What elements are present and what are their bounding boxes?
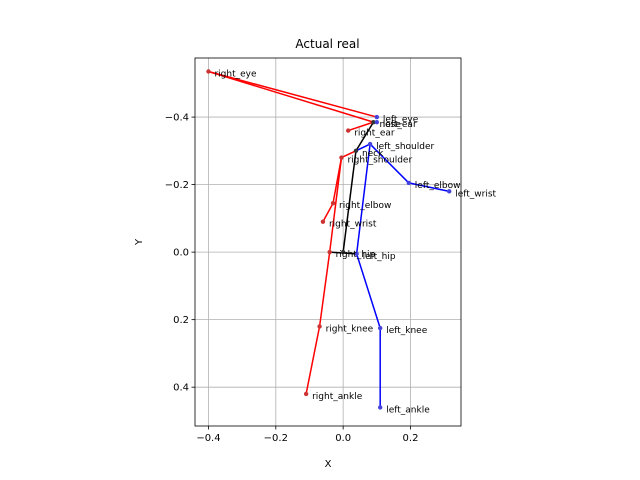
label-left_elbow: left_elbow (415, 181, 461, 191)
bone-right_eye-nose (208, 70, 374, 123)
label-left_wrist: left_wrist (455, 189, 496, 199)
y-tick-label: 0.4 (173, 383, 189, 394)
label-right_shoulder: right_shoulder (347, 156, 412, 166)
label-right_ankle: right_ankle (312, 392, 363, 402)
keypoint-mid_hip (340, 249, 346, 255)
label-left_shoulder: left_shoulder (376, 142, 434, 152)
grid (195, 58, 461, 426)
keypoint-left_eye (374, 114, 380, 120)
label-left_hip: left_hip (363, 252, 396, 262)
keypoint-left_hip (354, 251, 359, 257)
bone-right_eye-left_eye (208, 70, 378, 118)
bone-right_hip-right_knee (318, 252, 331, 327)
bone-neck-left_shoulder (355, 143, 371, 152)
label-left_ankle: left_ankle (386, 405, 430, 415)
bone-left_hip-left_knee (355, 253, 381, 329)
bone-nose-right_ear (347, 121, 374, 132)
label-left_eye: left_eye (383, 115, 419, 125)
keypoint-right_ear (346, 128, 351, 133)
keypoint-left_elbow (406, 180, 412, 186)
label-right_elbow: right_elbow (339, 201, 391, 211)
keypoint-nose (371, 119, 376, 125)
x-tick-label: −0.4 (196, 433, 220, 444)
label-nose: nose (379, 120, 401, 130)
bone-left_shoulder-left_elbow (369, 143, 410, 184)
bone-neck-right_shoulder (341, 150, 357, 159)
keypoint-left_wrist (447, 189, 452, 194)
keypoint-right_hip (327, 249, 332, 255)
bone-neck-nose (355, 121, 375, 152)
x-axis-label: X (325, 459, 332, 470)
label-neck: neck (362, 149, 384, 159)
label-right_eye: right_eye (214, 70, 257, 80)
keypoint-left_knee (377, 325, 383, 331)
axis-ticks: −0.4 −0.2 0.0 0.2 −0.4 −0.2 0.0 0.2 0.4 (165, 113, 419, 444)
bone-left_shoulder-left_hip (355, 144, 371, 254)
plot-area (194, 57, 462, 427)
label-right_knee: right_knee (326, 324, 374, 334)
y-tick-label: −0.4 (165, 113, 189, 124)
x-tick-label: −0.2 (264, 433, 288, 444)
x-tick-label: 0.0 (335, 433, 351, 444)
bone-right_elbow-right_wrist (322, 202, 334, 223)
y-tick-label: −0.2 (165, 180, 189, 191)
bone-left_elbow-left_wrist (408, 182, 450, 193)
label-left_ear: left_ear (383, 120, 417, 130)
keypoint-left_ankle (377, 405, 383, 410)
label-right_ear: right_ear (354, 129, 395, 139)
keypoints (206, 69, 452, 410)
label-right_wrist: right_wrist (329, 220, 377, 230)
keypoint-right_wrist (320, 219, 326, 224)
y-tick-label: 0.2 (173, 315, 189, 326)
bone-neck-mid_hip (342, 150, 357, 253)
bone-right_shoulder-right_hip (328, 157, 343, 253)
label-right_hip: right_hip (336, 250, 376, 260)
keypoint-right_shoulder (339, 155, 344, 160)
x-tick-label: 0.2 (403, 433, 419, 444)
keypoint-right_ankle (303, 391, 309, 397)
y-tick-label: 0.0 (173, 248, 189, 259)
keypoint-left_ear (374, 119, 380, 125)
bone-right_knee-right_ankle (305, 326, 321, 395)
keypoint-right_elbow (330, 200, 336, 206)
chart-title: Actual real (295, 37, 359, 51)
y-axis-label: Y (134, 238, 145, 246)
keypoint-right_knee (317, 324, 322, 329)
keypoint-neck (353, 148, 359, 154)
keypoint-left_shoulder (367, 141, 373, 147)
label-left_knee: left_knee (386, 326, 428, 336)
keypoint-right_eye (206, 69, 211, 74)
